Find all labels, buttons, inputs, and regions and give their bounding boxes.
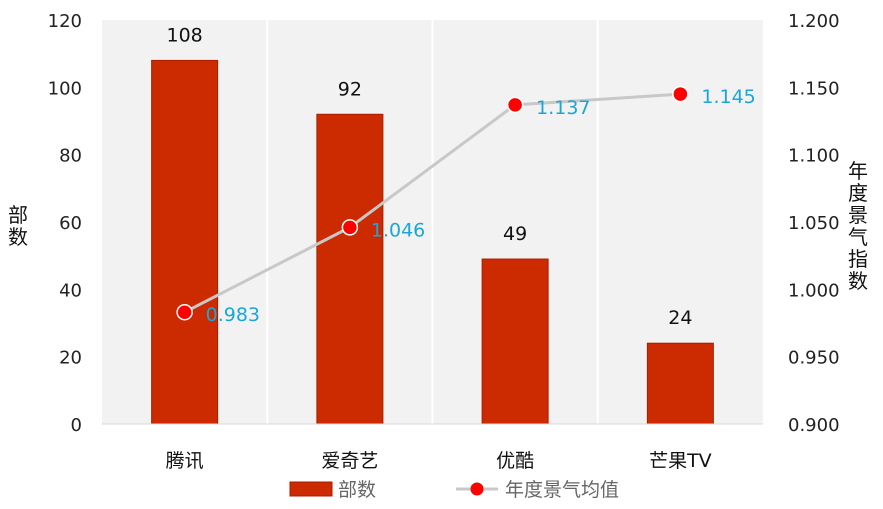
right-tick-label: 0.950 <box>788 348 840 369</box>
left-tick-label: 40 <box>59 280 82 301</box>
legend-bar-label: 部数 <box>338 479 376 501</box>
line-value-label: 1.046 <box>371 219 425 241</box>
right-tick-label: 0.900 <box>788 415 840 436</box>
bar-value-label: 49 <box>503 223 527 245</box>
category-label: 芒果TV <box>649 450 712 472</box>
bar-value-label: 92 <box>338 78 362 100</box>
right-axis-title-char: 指 <box>848 247 868 271</box>
right-tick-label: 1.000 <box>788 280 840 301</box>
legend: 部数 年度景气均值 <box>289 479 619 501</box>
line-value-label: 1.137 <box>536 97 590 119</box>
left-tick-label: 20 <box>59 348 82 369</box>
right-axis-title-char: 数 <box>848 269 868 293</box>
left-tick-label: 100 <box>48 78 82 99</box>
right-axis-ticks: 0.900 0.950 1.000 1.050 1.100 1.150 1.200 <box>788 11 840 436</box>
category-label: 优酷 <box>496 450 534 472</box>
right-tick-label: 1.100 <box>788 146 840 167</box>
left-tick-label: 0 <box>71 415 82 436</box>
right-axis-title-char: 度 <box>848 181 868 205</box>
left-axis-title-char: 部 <box>8 203 28 227</box>
bar <box>316 113 384 425</box>
right-axis-title-char: 景 <box>848 203 868 227</box>
left-tick-label: 80 <box>59 146 82 167</box>
right-tick-label: 1.150 <box>788 78 840 99</box>
legend-bar-swatch <box>289 481 333 497</box>
category-label: 腾讯 <box>166 450 204 472</box>
bar-value-label: 24 <box>668 307 692 329</box>
category-label: 爱奇艺 <box>321 450 378 472</box>
bar-value-label: 108 <box>166 24 202 46</box>
line-point <box>506 96 524 114</box>
grid-lines <box>266 20 599 424</box>
bar <box>151 59 219 425</box>
legend-line-label: 年度景气均值 <box>505 479 619 501</box>
left-axis-title-char: 数 <box>8 225 28 249</box>
line-value-label: 1.145 <box>701 86 755 108</box>
left-tick-label: 60 <box>59 213 82 234</box>
right-tick-label: 1.200 <box>788 11 840 32</box>
line-point <box>341 219 359 236</box>
left-axis-title: 部数 <box>8 203 28 249</box>
line-path <box>183 92 681 314</box>
bar-series: 108 92 49 24 <box>151 24 714 425</box>
category-labels: 腾讯 爱奇艺 优酷 芒果TV <box>166 450 712 472</box>
left-axis-ticks: 0 20 40 60 80 100 120 <box>48 11 82 436</box>
bar <box>481 258 549 425</box>
left-tick-label: 120 <box>48 11 82 32</box>
legend-line-marker <box>470 482 484 496</box>
line-point <box>672 85 689 103</box>
line-point <box>176 303 193 321</box>
right-axis-title-char: 气 <box>848 225 868 249</box>
bar <box>646 342 714 425</box>
line-series: 0.983 1.046 1.137 1.145 <box>176 85 756 326</box>
right-tick-label: 1.050 <box>788 213 840 234</box>
right-axis-title-char: 年 <box>848 159 868 183</box>
line-value-label: 0.983 <box>206 304 260 326</box>
